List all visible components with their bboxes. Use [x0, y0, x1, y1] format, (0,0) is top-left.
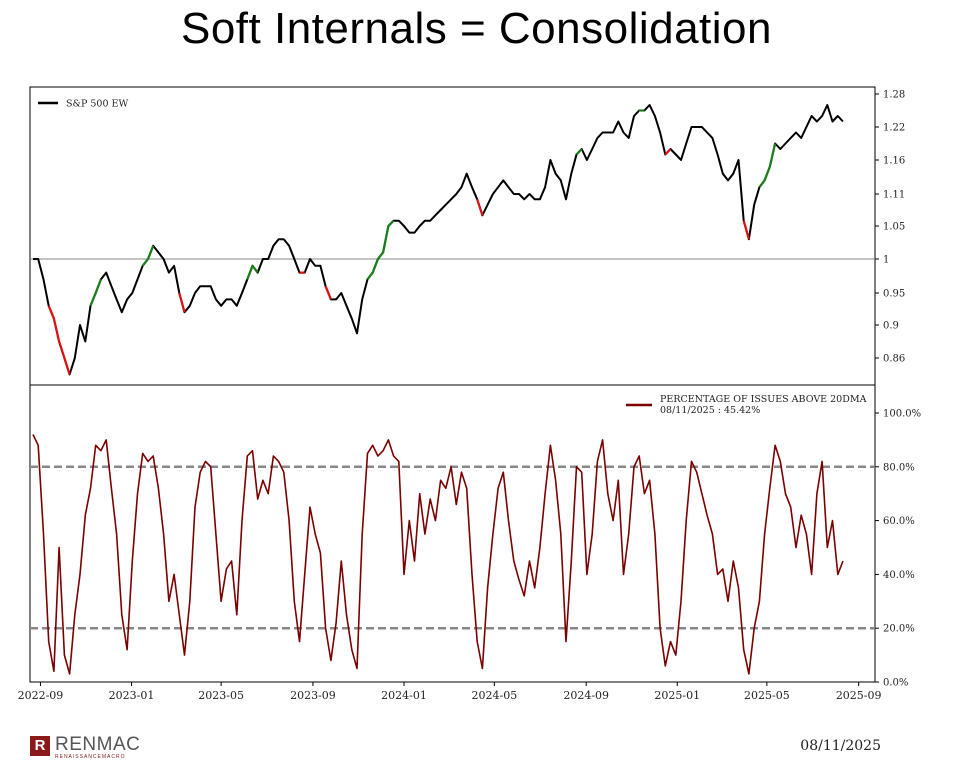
renmac-logo: R RENMAC RENAISSANCEMACRO — [30, 734, 141, 760]
breadth-ytick-label: 100.0% — [883, 409, 921, 420]
breadth-series-line — [32, 434, 844, 675]
breadth-legend-latest: 08/11/2025 : 45.42% — [660, 405, 760, 416]
page-title: Soft Internals = Consolidation — [180, 4, 773, 53]
price-thrust-up-segment — [758, 143, 777, 188]
price-ytick-label: 1 — [883, 255, 889, 266]
price-ytick-label: 1.11 — [883, 190, 905, 201]
price-ytick-label: 1.28 — [883, 90, 905, 101]
breadth-legend-label: PERCENTAGE OF ISSUES ABOVE 20DMA — [660, 394, 867, 405]
price-legend-label: S&P 500 EW — [66, 99, 128, 110]
x-tick-label: 2025-09 — [836, 689, 882, 702]
x-tick-label: 2023-09 — [290, 689, 336, 702]
price-thrust-up-segment — [575, 148, 583, 156]
footer-date: 08/11/2025 — [800, 738, 881, 754]
logo-tagline: RENAISSANCEMACRO — [55, 754, 126, 760]
price-ytick-label: 1.22 — [883, 123, 905, 134]
x-tick-label: 2023-05 — [198, 689, 244, 702]
x-tick-label: 2022-09 — [18, 689, 64, 702]
price-washout-down-segment — [664, 148, 672, 156]
price-thrust-up-segment — [89, 279, 102, 307]
price-ytick-label: 0.95 — [883, 289, 905, 300]
price-ytick-label: 1.05 — [883, 222, 905, 233]
breadth-ytick-label: 60.0% — [883, 516, 915, 527]
x-tick-label: 2023-01 — [109, 689, 155, 702]
breadth-ytick-label: 40.0% — [883, 570, 915, 581]
price-thrust-up-segment — [366, 219, 395, 281]
x-tick-label: 2025-05 — [744, 689, 790, 702]
price-ytick-label: 0.9 — [883, 321, 899, 332]
logo-name: RENMAC — [55, 734, 141, 755]
price-washout-down-segment — [742, 220, 750, 240]
breadth-panel-frame — [29, 384, 876, 683]
price-washout-down-segment — [178, 292, 186, 313]
breadth-ytick-label: 0.0% — [883, 678, 908, 689]
price-ytick-label: 0.86 — [883, 354, 905, 365]
price-series-line — [33, 104, 844, 376]
breadth-ytick-label: 80.0% — [883, 462, 915, 473]
x-tick-label: 2024-05 — [472, 689, 518, 702]
x-tick-label: 2024-01 — [381, 689, 427, 702]
price-thrust-up-segment — [141, 245, 155, 267]
price-washout-down-segment — [476, 198, 484, 216]
breadth-ytick-label: 20.0% — [883, 624, 915, 635]
price-ytick-label: 1.16 — [883, 156, 905, 167]
x-tick-label: 2025-01 — [654, 689, 700, 702]
price-thrust-up-segment — [246, 264, 259, 280]
price-washout-down-segment — [324, 285, 332, 300]
logo-mark-icon: R — [30, 736, 50, 756]
price-washout-down-segment — [47, 305, 71, 375]
x-tick-label: 2024-09 — [563, 689, 609, 702]
